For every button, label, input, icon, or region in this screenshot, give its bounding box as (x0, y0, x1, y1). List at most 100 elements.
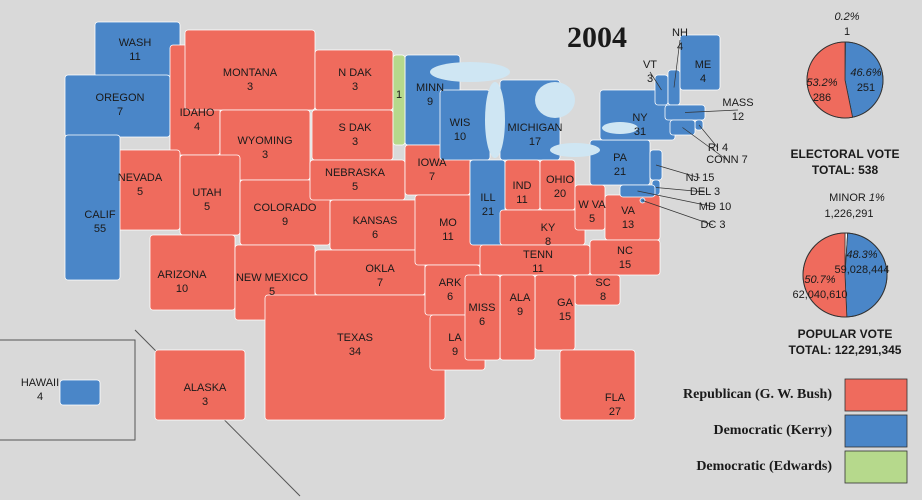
state-name: VT (643, 59, 657, 71)
pie-count: 59,028,444 (834, 264, 889, 276)
legend-swatch (844, 450, 908, 484)
pie-total: TOTAL: 122,291,345 (789, 343, 902, 357)
state-name: N DAK (338, 67, 372, 79)
electoral-votes: 11 (516, 194, 527, 206)
state (154, 349, 246, 421)
state (589, 239, 661, 276)
state-name: PA (613, 152, 628, 164)
total-label: TOTAL: (789, 343, 832, 357)
electoral-votes: 3 (352, 136, 358, 148)
electoral-votes: 4 (677, 41, 683, 53)
leader-line (684, 109, 739, 113)
state-name: MONTANA (223, 67, 278, 79)
state-name: TEXAS (337, 332, 373, 344)
leader-line (682, 127, 728, 161)
electoral-votes: 15 (559, 311, 571, 323)
electoral-votes: 4 (722, 142, 728, 154)
lake (430, 62, 510, 82)
electoral-votes: 11 (442, 231, 453, 243)
state-name: NH (672, 27, 688, 39)
electoral-votes: 11 (129, 51, 140, 63)
electoral-votes: 7 (117, 106, 123, 118)
state-label: MD 10 (699, 201, 731, 213)
state-name: SC (595, 277, 610, 289)
state-name: HAWAII (21, 377, 59, 389)
electoral-votes: 3 (262, 149, 268, 161)
pie-count: 1,226,291 (825, 208, 874, 220)
electoral-votes: 3 (352, 81, 358, 93)
state-name: MD (699, 201, 716, 213)
pie-outline (806, 41, 884, 119)
state-label: CONN 7 (706, 154, 748, 166)
electoral-votes: 3 (719, 219, 725, 231)
leader-line (673, 39, 681, 88)
electoral-votes: 10 (454, 131, 466, 143)
state-name: KY (541, 222, 556, 234)
lake (550, 143, 600, 157)
pie-percent: 1% (869, 192, 885, 204)
state-name: MINN (416, 82, 444, 94)
legend-label: Republican (G. W. Bush) (683, 387, 832, 402)
leader-line (649, 71, 662, 91)
lake (602, 122, 638, 134)
state (559, 349, 636, 421)
state (94, 21, 181, 78)
pie-total: TOTAL: 538 (812, 163, 879, 177)
electoral-votes: 8 (600, 291, 606, 303)
electoral-votes: 4 (37, 391, 43, 403)
electoral-votes: 9 (517, 306, 523, 318)
state-name: FLA (605, 392, 626, 404)
map-title: 2004 (567, 21, 627, 54)
electoral-votes: 34 (349, 346, 361, 358)
electoral-votes: 9 (427, 96, 433, 108)
state-name: OREGON (96, 92, 145, 104)
state-name: KANSAS (353, 215, 398, 227)
electoral-votes: 20 (554, 188, 566, 200)
state (59, 379, 101, 406)
pie-percent: 53.2% (806, 77, 837, 89)
state-name: ARIZONA (158, 269, 208, 281)
state-name: OHIO (546, 174, 575, 186)
state-name: NEBRASKA (325, 167, 386, 179)
electoral-votes: 11 (532, 263, 543, 275)
legend-swatch (844, 414, 908, 448)
state-name: ME (695, 59, 712, 71)
electoral-votes: 27 (609, 406, 621, 418)
electoral-votes: 5 (269, 286, 275, 298)
state-name: S DAK (338, 122, 372, 134)
state (464, 274, 501, 361)
state-name: WASH (119, 37, 152, 49)
state-name: TENN (523, 249, 553, 261)
electoral-votes: 7 (742, 154, 748, 166)
state-name: CONN (706, 154, 738, 166)
state-name: IDAHO (180, 107, 215, 119)
state-name: MASS (722, 97, 753, 109)
state-name: NJ (686, 172, 699, 184)
state-name: NC (617, 245, 633, 257)
state-label: DC 3 (700, 219, 725, 231)
electoral-votes: 4 (700, 73, 706, 85)
pie-percent: 46.6% (850, 67, 881, 79)
electoral-votes: 3 (247, 81, 253, 93)
state-name: WIS (450, 117, 471, 129)
state-name: ALASKA (184, 382, 227, 394)
state-label: NJ 15 (686, 172, 715, 184)
electoral-votes: 55 (94, 223, 106, 235)
electoral-votes: 1 (396, 89, 402, 101)
minor-label: MINOR (829, 192, 866, 204)
electoral-votes: 3 (714, 186, 720, 198)
pie-count: 251 (857, 82, 875, 94)
total-value: 538 (858, 163, 878, 177)
state (679, 34, 721, 91)
pie-percent: 0.2% (834, 11, 859, 23)
electoral-votes: 3 (202, 396, 208, 408)
electoral-votes: 5 (137, 186, 143, 198)
state-name: DEL (690, 186, 711, 198)
electoral-votes: 8 (545, 236, 551, 248)
pie-label: MINOR 1% (829, 192, 885, 204)
electoral-votes: 7 (377, 277, 383, 289)
electoral-votes: 9 (452, 346, 458, 358)
state-name: OKLA (365, 263, 395, 275)
state-name: MICHIGAN (508, 122, 563, 134)
